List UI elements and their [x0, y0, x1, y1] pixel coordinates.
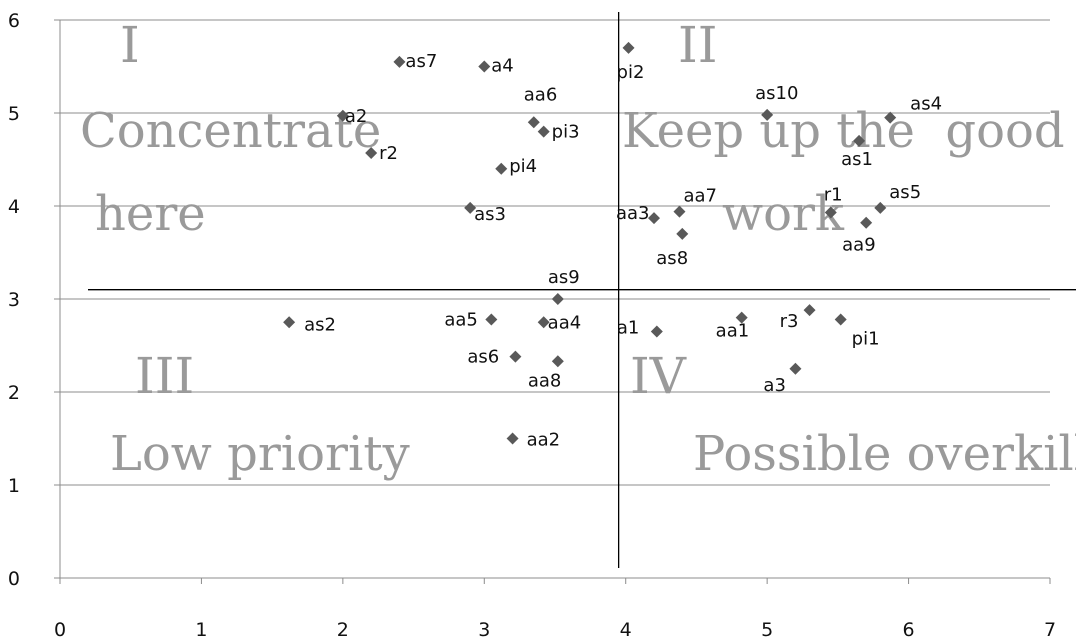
quadrant-caption: Keep up the good	[622, 103, 1065, 159]
point-label-r2: r2	[379, 143, 398, 164]
data-point-r2	[365, 146, 378, 159]
data-point-as2	[283, 316, 296, 329]
data-point-as8	[676, 227, 689, 240]
data-point-aa8	[551, 355, 564, 368]
point-label-a4: a4	[491, 56, 513, 77]
point-label-a3: a3	[763, 375, 785, 396]
point-label-pi1: pi1	[852, 328, 880, 349]
x-tick-label: 3	[478, 619, 490, 641]
quadrant-caption: work	[722, 186, 845, 242]
point-label-as1: as1	[841, 149, 873, 170]
point-label-aa1: aa1	[716, 321, 750, 342]
data-point-aa3	[648, 212, 660, 225]
quadrant-numeral: II	[678, 16, 718, 74]
data-point-as3	[464, 201, 477, 214]
data-point-a1	[650, 325, 663, 338]
data-point-pi1	[834, 313, 847, 326]
data-point-a4	[478, 60, 491, 73]
point-label-aa6: aa6	[524, 84, 558, 105]
point-label-r3: r3	[780, 311, 799, 332]
axes: 0 1 2 3 4 5 6 0 1 2 3 4 5 6 7	[8, 10, 1056, 641]
quadrant-labels: I Concentrate here II Keep up the good work II…	[80, 16, 1076, 482]
data-point-as10	[761, 108, 774, 121]
quadrant-numeral: I	[120, 16, 140, 74]
point-label-as2: as2	[304, 314, 336, 335]
point-label-aa7: aa7	[683, 186, 717, 207]
quadrant-caption: here	[95, 186, 206, 242]
data-point-as9	[551, 293, 564, 305]
point-label-a2: a2	[345, 106, 367, 127]
data-point-aa1	[735, 311, 748, 324]
point-label-pi4: pi4	[509, 156, 537, 177]
point-label-aa9: aa9	[842, 235, 876, 256]
point-label-as10: as10	[755, 83, 798, 104]
y-tick-label: 4	[8, 196, 20, 218]
quadrant-caption: Possible overkill	[693, 426, 1076, 482]
point-label-aa2: aa2	[527, 430, 561, 451]
point-label-as9: as9	[548, 267, 580, 288]
data-point-r3	[803, 304, 816, 317]
data-point-pi2	[622, 41, 635, 54]
data-point-aa6	[527, 116, 540, 129]
y-tick-label: 5	[8, 103, 20, 125]
data-point-pi3	[537, 125, 550, 138]
point-label-as7: as7	[405, 51, 437, 72]
data-point-aa9	[860, 216, 873, 229]
y-tick-label: 6	[8, 10, 20, 32]
y-tick-label: 2	[8, 382, 20, 404]
quadrant-caption: Concentrate	[80, 103, 381, 159]
data-point-r1	[824, 206, 837, 219]
data-point-pi4	[495, 162, 508, 175]
x-tick-label: 4	[620, 619, 632, 641]
point-label-aa5: aa5	[444, 309, 478, 330]
data-point-as4	[884, 111, 897, 124]
data-point-aa2	[506, 432, 519, 445]
point-label-aa8: aa8	[528, 370, 562, 391]
x-tick-label: 0	[54, 619, 66, 641]
point-label-as3: as3	[474, 204, 506, 225]
data-point-as7	[393, 55, 406, 68]
data-point-aa5	[485, 313, 498, 326]
point-label-a1: a1	[617, 318, 639, 339]
point-label-aa3: aa3	[616, 203, 650, 224]
data-point-as5	[874, 201, 887, 214]
data-point-as1	[853, 134, 866, 147]
x-tick-label: 7	[1044, 619, 1056, 641]
point-label-as8: as8	[656, 248, 688, 269]
data-point-a3	[789, 362, 802, 375]
quadrant-numeral: III	[135, 347, 194, 405]
point-label-as6: as6	[467, 347, 499, 368]
x-tick-label: 1	[195, 619, 207, 641]
quadrant-dividers	[88, 12, 1076, 568]
x-tick-label: 6	[903, 619, 915, 641]
quadrant-numeral: IV	[630, 347, 687, 405]
point-label-r1: r1	[824, 185, 843, 206]
y-tick-label: 0	[8, 568, 20, 590]
point-label-pi3: pi3	[552, 122, 580, 143]
data-points	[283, 41, 897, 445]
point-label-as4: as4	[910, 94, 942, 115]
point-labels: as7 a4 pi2 aa6 pi3 a2 r2 pi4 as3 as10 as4 as1 aa3 aa7…	[304, 51, 942, 451]
data-point-as6	[509, 350, 522, 363]
data-point-aa7	[673, 205, 686, 218]
point-label-aa4: aa4	[548, 312, 582, 333]
point-label-pi2: pi2	[617, 62, 645, 83]
x-tick-label: 2	[337, 619, 349, 641]
y-tick-label: 3	[8, 289, 20, 311]
x-tick-label: 5	[761, 619, 773, 641]
data-point-a2	[336, 109, 349, 122]
y-tick-label: 1	[8, 475, 20, 497]
quadrant-caption: Low priority	[110, 426, 410, 482]
point-label-as5: as5	[889, 182, 921, 203]
data-point-aa4	[537, 316, 550, 329]
